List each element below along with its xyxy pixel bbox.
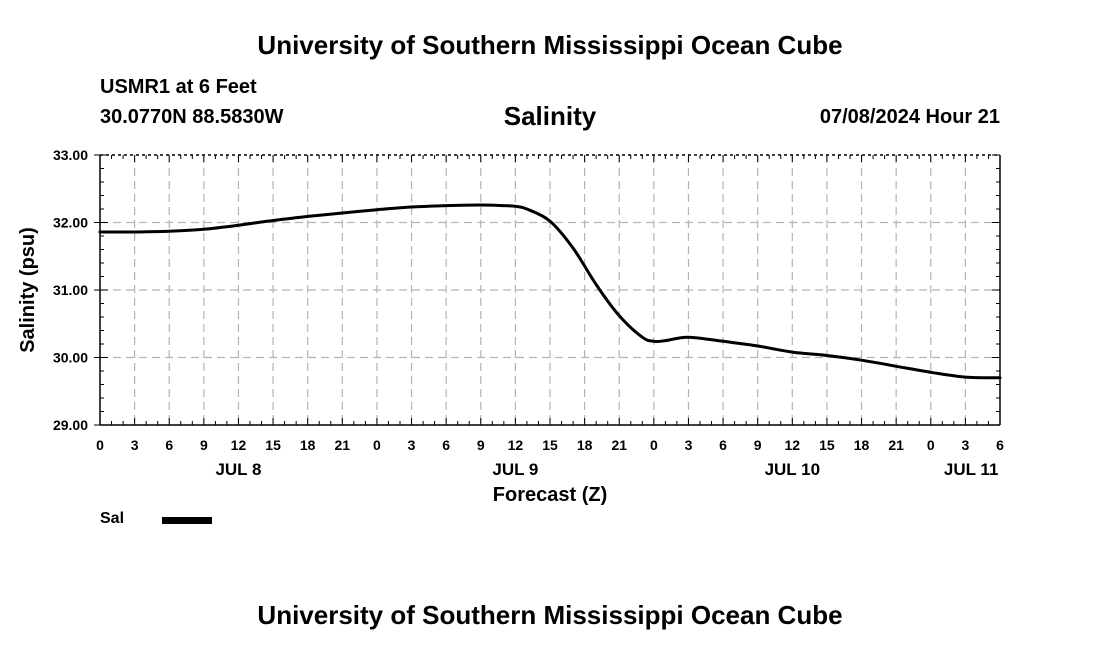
x-tick-label: 6 (996, 437, 1004, 453)
footer-title: University of Southern Mississippi Ocean… (257, 600, 843, 630)
x-tick-label: 9 (754, 437, 762, 453)
x-tick-label: 21 (888, 437, 904, 453)
x-tick-label: 0 (927, 437, 935, 453)
y-tick-label: 30.00 (53, 350, 88, 366)
x-tick-label: 18 (854, 437, 870, 453)
page-title: University of Southern Mississippi Ocean… (257, 30, 843, 60)
x-tick-label: 12 (785, 437, 801, 453)
chart-title: Salinity (503, 101, 597, 131)
x-tick-label: 6 (165, 437, 173, 453)
x-tick-label: 9 (477, 437, 485, 453)
y-tick-label: 32.00 (53, 215, 88, 231)
x-tick-label: 21 (335, 437, 351, 453)
x-tick-label: 6 (719, 437, 727, 453)
station-name: USMR1 at 6 Feet (100, 76, 257, 98)
salinity-series-line (98, 203, 1002, 380)
x-tick-label: 3 (131, 437, 139, 453)
x-tick-label: 18 (577, 437, 593, 453)
x-tick-label: 0 (373, 437, 381, 453)
forecast-timestamp: 07/08/2024 Hour 21 (819, 106, 1000, 128)
x-tick-label: 12 (231, 437, 247, 453)
date-label: JUL 11 (944, 460, 999, 479)
x-tick-label: 9 (200, 437, 208, 453)
station-coordinates: 30.0770N 88.5830W (100, 106, 284, 128)
x-tick-label: 3 (685, 437, 693, 453)
x-tick-label: 0 (96, 437, 104, 453)
y-tick-label: 29.00 (53, 417, 88, 433)
date-label: JUL 8 (215, 460, 261, 479)
date-label: JUL 10 (765, 460, 820, 479)
y-axis-title: Salinity (psu) (17, 227, 39, 353)
x-tick-label: 3 (408, 437, 416, 453)
x-tick-label: 0 (650, 437, 658, 453)
x-tick-label: 21 (611, 437, 627, 453)
y-tick-label: 31.00 (53, 282, 88, 298)
x-tick-label: 15 (819, 437, 835, 453)
x-tick-label: 3 (961, 437, 969, 453)
date-label: JUL 9 (492, 460, 538, 479)
y-tick-label: 33.00 (53, 147, 88, 163)
x-tick-label: 15 (542, 437, 558, 453)
x-tick-label: 15 (265, 437, 281, 453)
legend-swatch (162, 517, 212, 524)
x-tick-label: 12 (508, 437, 524, 453)
x-axis-title: Forecast (Z) (493, 484, 607, 506)
x-tick-label: 18 (300, 437, 316, 453)
legend-label: Sal (100, 510, 125, 527)
x-tick-label: 6 (442, 437, 450, 453)
